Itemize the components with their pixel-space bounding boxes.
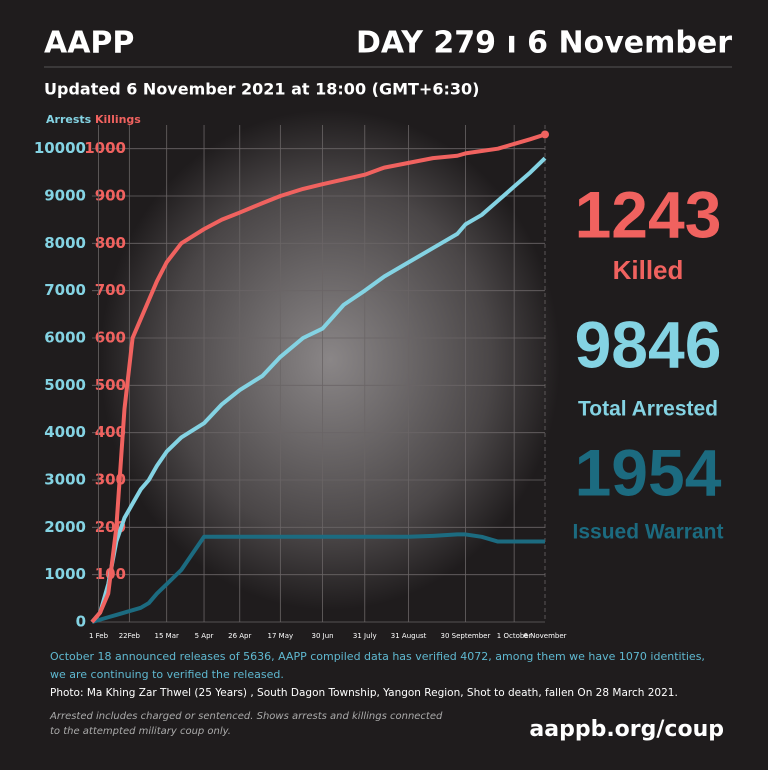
stat-label: Killed [613, 255, 684, 285]
end-dot [541, 130, 549, 139]
y-tick-label: 6000 [44, 329, 86, 347]
x-tick-label: 1 Feb [89, 632, 109, 640]
x-tick-label: 26 Apr [228, 632, 251, 640]
x-tick-label: 17 May [268, 632, 294, 640]
note: October 18 announced releases of 5636, A… [50, 650, 705, 663]
footnote: Arrested includes charged or sentenced. … [49, 711, 443, 722]
y-tick-label: 8000 [44, 234, 86, 252]
x-tick-label: 5 Apr [195, 632, 214, 640]
x-tick-label: 1 October [497, 632, 532, 640]
y2-tick-label: 1000 [84, 139, 126, 157]
series-line [91, 532, 545, 624]
y2-tick-label: 500 [95, 376, 126, 394]
stat-value: 9846 [575, 307, 722, 381]
stat-value: 1954 [575, 435, 722, 509]
y-axis-label: Arrests [46, 113, 92, 126]
y2-tick-label: 900 [95, 187, 126, 205]
y-tick-label: 9000 [44, 187, 86, 205]
y2-axis-label: Killings [95, 113, 141, 126]
y2-tick-label: 600 [95, 329, 126, 347]
y-tick-label: 10000 [34, 139, 86, 157]
x-tick-label: 30 September [441, 632, 491, 640]
footnote: to the attempted military coup only. [50, 726, 231, 737]
y2-tick-label: 800 [95, 234, 126, 252]
y-tick-label: 7000 [44, 281, 86, 299]
x-tick-label: 22Feb [119, 632, 141, 640]
brand: AAPP [44, 26, 134, 61]
day-title: DAY 279 ı 6 November [356, 26, 732, 61]
x-tick-label: 31 July [353, 632, 377, 640]
stat-value: 1243 [575, 177, 722, 251]
series-line [90, 156, 547, 624]
y-tick-label: 2000 [44, 518, 86, 536]
photo-placeholder [100, 110, 560, 610]
y2-tick-label: 700 [95, 281, 126, 299]
y2-tick-label: 400 [95, 423, 126, 441]
caption: Photo: Ma Khing Zar Thwel (25 Years) , S… [50, 687, 678, 699]
y-tick-label: 3000 [44, 471, 86, 489]
updated: Updated 6 November 2021 at 18:00 (GMT+6:… [44, 80, 479, 99]
stat-label: Issued Warrant [573, 521, 724, 544]
url: aappb.org/coup [529, 717, 724, 742]
x-tick-label: 6 November [523, 632, 566, 640]
note: we are continuing to verified the releas… [50, 668, 284, 681]
x-tick-label: 31 August [391, 632, 427, 640]
stat-label: Total Arrested [578, 398, 718, 421]
y-tick-label: 4000 [44, 423, 86, 441]
series-line [90, 132, 546, 624]
y-tick-label: 1000 [44, 565, 86, 583]
x-tick-label: 15 Mar [155, 632, 179, 640]
y-tick-label: 0 [76, 613, 86, 631]
x-tick-label: 30 Jun [312, 632, 334, 640]
y-tick-label: 5000 [44, 376, 86, 394]
